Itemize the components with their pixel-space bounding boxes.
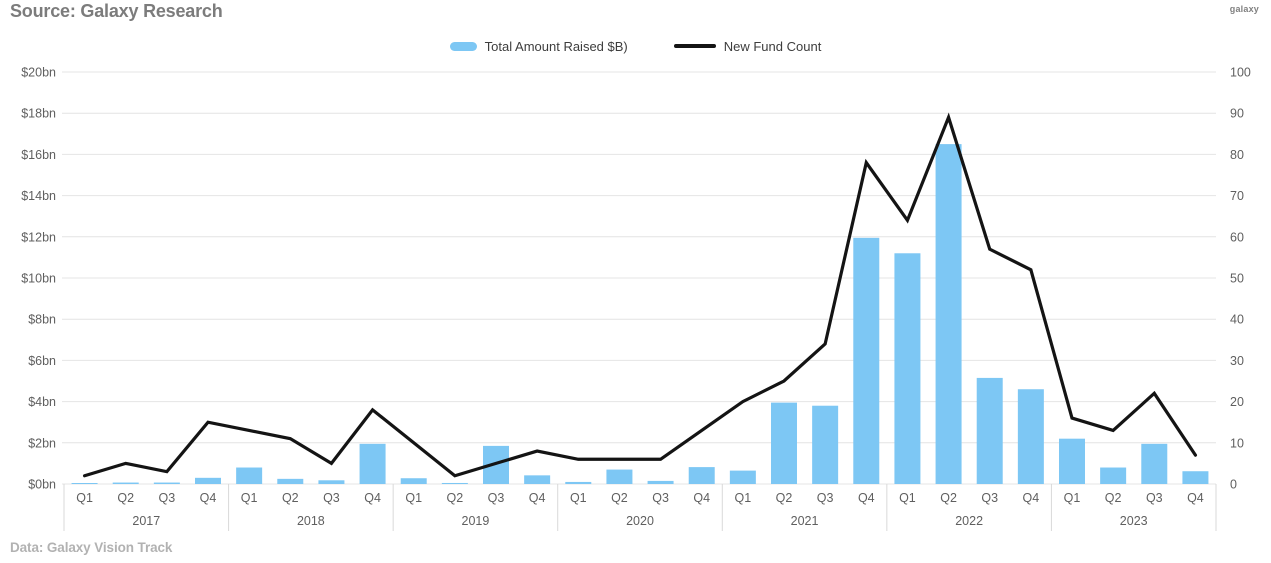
year-label: 2023 [1120,514,1148,528]
quarter-label: Q4 [529,491,546,505]
bar-2023-Q2 [1100,467,1127,484]
right-axis-tick-label: 50 [1230,272,1244,286]
right-axis-tick-label: 80 [1230,148,1244,162]
year-label: 2017 [132,514,160,528]
bar-2017-Q2 [112,482,139,484]
quarter-label: Q4 [1023,491,1040,505]
source-title: Source: Galaxy Research [10,1,223,21]
year-label: 2018 [297,514,325,528]
bar-2022-Q2 [935,144,962,484]
bar-2018-Q1 [236,467,263,484]
line-series-swatch-icon [673,44,716,48]
bar-2021-Q2 [771,402,797,484]
right-axis-tick-label: 90 [1230,107,1244,121]
quarter-label: Q2 [776,491,793,505]
quarter-label: Q4 [693,491,710,505]
quarter-label: Q3 [159,491,176,505]
quarter-label: Q3 [323,491,340,505]
left-axis-tick-label: $14bn [21,189,56,203]
bar-2021-Q3 [812,405,839,484]
bar-2018-Q4 [359,443,386,484]
left-axis-tick-label: $20bn [21,66,56,80]
quarter-label: Q4 [200,491,217,505]
quarter-label: Q2 [940,491,957,505]
quarter-label: Q1 [405,491,422,505]
right-axis-tick-label: 100 [1230,66,1251,80]
quarter-label: Q1 [570,491,587,505]
bar-2023-Q3 [1141,443,1168,484]
year-label: 2020 [626,514,654,528]
legend-item-fund-count: New Fund Count [673,38,822,54]
quarter-label: Q3 [1146,491,1163,505]
quarter-label: Q2 [1105,491,1122,505]
bar-2020-Q2 [606,469,633,484]
quarter-label: Q2 [282,491,299,505]
bar-2018-Q2 [277,478,304,484]
line-series-label: New Fund Count [723,38,822,54]
quarter-label: Q2 [117,491,134,505]
bar-2022-Q1 [894,253,921,484]
galaxy-logo: galaxy [1229,4,1259,14]
bar-2017-Q1 [71,483,98,484]
left-axis-tick-label: $2bn [28,436,56,450]
quarter-label: Q1 [899,491,916,505]
bar-2019-Q2 [441,482,468,484]
bar-series-label: Total Amount Raised $B) [484,38,628,54]
left-axis-tick-label: $10bn [21,272,56,286]
quarter-label: Q3 [981,491,998,505]
year-label: 2022 [955,514,983,528]
quarter-label: Q4 [1187,491,1204,505]
bar-2022-Q4 [1017,389,1044,484]
quarter-label: Q4 [364,491,381,505]
quarter-label: Q1 [1064,491,1081,505]
right-axis-tick-label: 10 [1230,436,1244,450]
right-axis-tick-label: 70 [1230,189,1244,203]
bar-2021-Q4 [853,237,880,484]
data-source-note: Data: Galaxy Vision Track [10,540,173,555]
bar-2020-Q3 [647,480,674,484]
bar-2022-Q3 [976,377,1003,484]
quarter-label: Q3 [817,491,834,505]
bar-2018-Q3 [318,480,345,484]
left-axis-tick-label: $0bn [28,478,56,492]
quarter-label: Q4 [858,491,875,505]
right-axis-tick-label: 0 [1230,478,1237,492]
right-axis-tick-label: 60 [1230,230,1244,244]
fund-count-line [82,112,1198,478]
left-axis-tick-label: $4bn [28,395,56,409]
left-axis-tick-label: $8bn [28,313,56,327]
bar-2019-Q1 [400,478,427,484]
right-axis-tick-label: 30 [1230,354,1244,368]
left-axis-tick-label: $6bn [28,354,56,368]
quarter-label: Q2 [611,491,628,505]
year-label: 2021 [791,514,819,528]
quarter-label: Q2 [447,491,464,505]
chart-legend: Total Amount Raised $B) New Fund Count [0,37,1271,55]
quarter-label: Q3 [652,491,669,505]
bar-2023-Q1 [1059,438,1085,484]
bar-2017-Q4 [195,477,221,484]
quarter-label: Q3 [488,491,505,505]
left-axis-tick-label: $18bn [21,107,56,121]
left-axis-tick-label: $12bn [21,230,56,244]
quarter-label: Q1 [241,491,258,505]
left-axis-tick-label: $16bn [21,148,56,162]
bar-2021-Q1 [729,470,756,484]
bar-series-swatch-icon [449,41,477,51]
year-label: 2019 [462,514,490,528]
quarter-label: Q1 [735,491,752,505]
bar-2019-Q4 [524,475,551,484]
bar-2023-Q4 [1182,471,1209,484]
bar-2020-Q1 [565,481,592,484]
legend-item-amount-raised: Total Amount Raised $B) [449,38,628,54]
bar-2020-Q4 [688,467,715,484]
bar-2017-Q3 [153,482,180,484]
quarter-label: Q1 [76,491,93,505]
right-axis-tick-label: 20 [1230,395,1244,409]
right-axis-tick-label: 40 [1230,313,1244,327]
